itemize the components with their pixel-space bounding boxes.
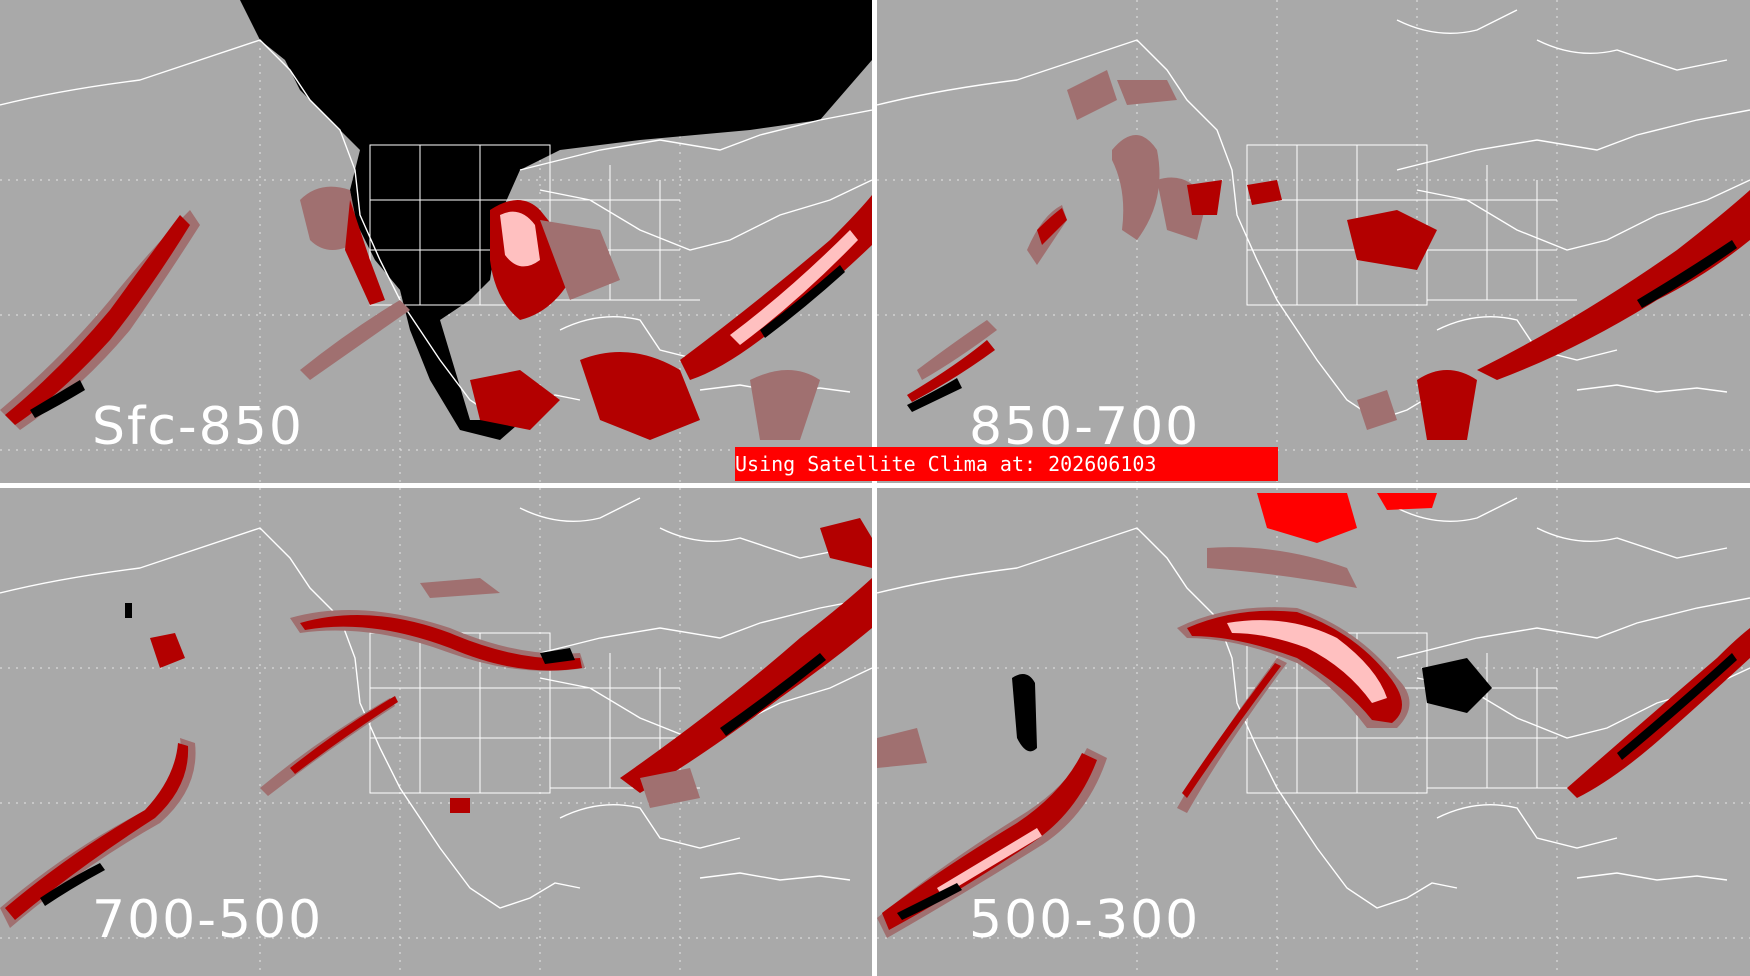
layer-label: Sfc-850 [92, 397, 304, 457]
cloud-field [0, 186, 872, 440]
map-panel-sfc-850: Sfc-850 [0, 0, 872, 483]
layer-label: 850-700 [969, 397, 1201, 457]
map-canvas [877, 0, 1750, 483]
layer-label: 700-500 [92, 890, 324, 950]
map-panel-850-700: 850-700 [877, 0, 1750, 483]
cloud-field [877, 493, 1750, 938]
lat-lon-grid [0, 488, 872, 976]
coastlines [877, 9, 1750, 421]
map-canvas [0, 0, 872, 483]
map-canvas [877, 488, 1750, 976]
map-panel-500-300: 500-300 [877, 488, 1750, 976]
no-data-region [240, 0, 872, 440]
layer-label: 500-300 [969, 890, 1201, 950]
cloud-field [0, 518, 872, 928]
climatology-banner: Using Satellite Clima at: 202606103 [735, 447, 1278, 481]
map-canvas [0, 488, 872, 976]
coastlines [877, 497, 1750, 909]
cloud-field [907, 70, 1750, 440]
map-panel-700-500: 700-500 [0, 488, 872, 976]
